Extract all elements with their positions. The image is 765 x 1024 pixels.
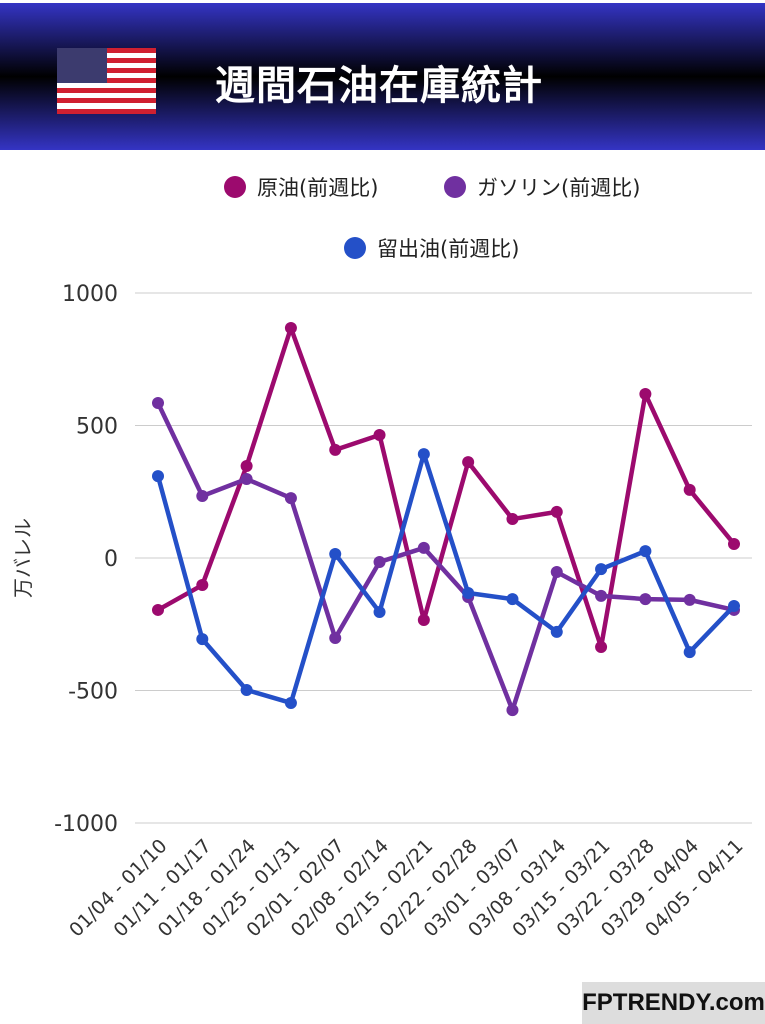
legend-marker [224,176,246,198]
data-point [417,448,430,461]
page-title: 週間石油在庫統計 [215,63,543,109]
data-point [284,492,297,505]
data-point [683,593,696,606]
data-point [683,646,696,659]
brand-watermark: FPTRENDY.com [582,982,765,1024]
header-banner: 週間石油在庫統計 [0,3,765,150]
data-point [417,541,430,554]
legend-label: 原油(前週比) [257,176,378,200]
y-tick-label: -1000 [54,812,118,837]
data-point [329,443,342,456]
y-tick-label: 500 [76,415,118,440]
series-line [155,402,735,713]
data-point [196,489,209,502]
y-tick-label: 1000 [62,282,118,307]
us-flag-icon [57,48,156,114]
legend-label: ガソリン(前週比) [477,176,640,200]
data-point [240,460,253,473]
y-tick-label: 0 [104,547,118,572]
data-point [506,513,519,526]
data-point [152,603,164,616]
data-point [284,696,297,709]
data-point [550,566,563,579]
y-tick-label: -500 [68,680,118,705]
data-point [639,387,652,400]
data-point [728,599,740,612]
data-point [550,505,563,518]
data-point [506,593,519,606]
data-point [152,396,164,409]
data-point [462,586,475,599]
data-point [417,614,430,627]
data-point [196,579,209,592]
legend-label: 留出油(前週比) [377,237,519,261]
legend-marker [444,176,466,198]
data-point [240,473,253,486]
data-point [329,548,342,561]
data-point [329,632,342,645]
data-point [550,625,563,638]
data-point [639,593,652,606]
data-point [683,483,696,496]
data-point [506,704,519,717]
data-point [639,545,652,558]
data-point [284,321,297,334]
data-point [373,429,386,442]
y-axis-label: 万バレル [11,518,35,598]
data-point [373,555,386,568]
series-line [156,325,736,650]
series-line [155,451,736,706]
data-point [595,641,608,654]
data-point [240,683,253,696]
data-point [152,470,164,483]
data-point [196,633,209,646]
data-point [373,606,386,619]
data-point [728,537,740,550]
data-point [595,589,608,602]
legend-marker [344,237,366,259]
data-point [595,563,608,576]
data-point [462,456,475,469]
